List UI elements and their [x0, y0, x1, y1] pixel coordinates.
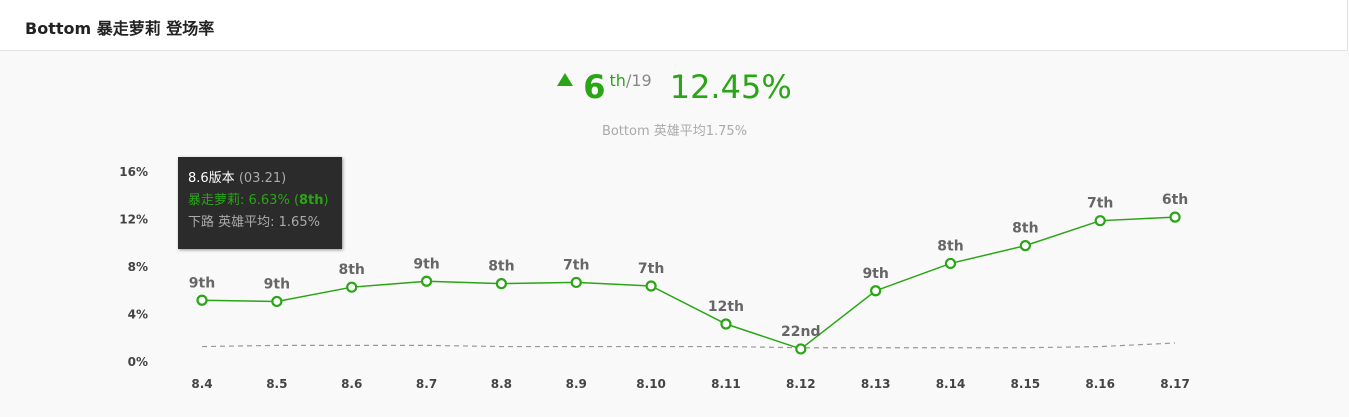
x-tick-label: 8.12 [786, 377, 816, 391]
data-point[interactable] [720, 318, 732, 330]
x-tick-label: 8.16 [1085, 377, 1115, 391]
panel-title: Bottom 暴走萝莉 登场率 [25, 19, 215, 38]
tooltip-series-close: ) [323, 193, 329, 208]
data-point[interactable] [495, 278, 507, 290]
point-rank-label: 12th [708, 299, 744, 315]
rank-summary: 6 th/19 12.45% [0, 68, 1349, 106]
data-point[interactable] [1169, 211, 1181, 223]
point-rank-label: 7th [1087, 196, 1113, 212]
series-line-average [201, 342, 1176, 349]
y-tick-label: 8% [128, 260, 148, 274]
x-tick-label: 8.10 [636, 377, 666, 391]
x-tick-label: 8.5 [266, 377, 287, 391]
x-tick-label: 8.7 [416, 377, 437, 391]
y-tick-label: 0% [128, 355, 148, 369]
point-rank-label: 7th [563, 257, 589, 273]
tooltip-series-label: 暴走萝莉: 6.63% ( [188, 193, 300, 208]
trend-up-icon [557, 73, 574, 86]
point-rank-label: 8th [1012, 221, 1038, 237]
y-tick-label: 4% [128, 308, 148, 322]
x-tick-label: 8.6 [341, 377, 362, 391]
data-point[interactable] [870, 285, 882, 297]
rank-number: 6 [583, 68, 606, 106]
point-rank-label: 6th [1162, 192, 1188, 208]
series-line-main [201, 216, 1176, 350]
data-point[interactable] [1094, 215, 1106, 227]
data-point[interactable] [1019, 240, 1031, 252]
point-rank-label: 8th [338, 262, 364, 278]
tooltip-series-rank: 8th [299, 193, 324, 208]
tooltip-date: (03.21) [238, 171, 287, 186]
data-point[interactable] [420, 275, 433, 287]
chart-tooltip: 8.6版本 (03.21) 暴走萝莉: 6.63% (8th) 下路 英雄平均:… [178, 157, 342, 249]
x-tick-label: 8.14 [936, 377, 966, 391]
x-tick-label: 8.9 [566, 377, 587, 391]
point-rank-label: 9th [264, 276, 290, 292]
data-point[interactable] [271, 295, 283, 308]
x-tick-label: 8.13 [861, 377, 891, 391]
point-rank-label: 9th [189, 275, 215, 291]
rank-suffix: th [609, 71, 626, 90]
panel-header: Bottom 暴走萝莉 登场率 [0, 0, 1348, 51]
pick-rate: 12.45% [669, 68, 792, 106]
data-point[interactable] [944, 257, 957, 270]
data-point[interactable] [196, 294, 208, 306]
point-rank-label: 8th [937, 238, 963, 254]
tooltip-version: 8.6版本 [188, 171, 235, 186]
average-rate: Bottom 英雄平均1.75% [601, 124, 748, 139]
y-tick-label: 16% [119, 165, 148, 179]
data-point[interactable] [570, 276, 582, 289]
y-tick-label: 12% [119, 213, 148, 227]
x-tick-label: 8.17 [1160, 377, 1190, 391]
rank-total: /19 [625, 71, 652, 90]
point-rank-label: 8th [488, 259, 514, 275]
data-point[interactable] [346, 281, 358, 293]
point-rank-label: 9th [862, 266, 888, 282]
x-tick-label: 8.4 [191, 377, 212, 391]
x-tick-label: 8.8 [491, 377, 512, 391]
x-tick-label: 8.15 [1011, 377, 1041, 391]
data-point[interactable] [645, 280, 657, 292]
point-rank-label: 22nd [781, 324, 820, 340]
x-tick-label: 8.11 [711, 377, 741, 391]
tooltip-average: 下路 英雄平均: 1.65% [188, 215, 320, 230]
data-point[interactable] [795, 343, 807, 355]
point-rank-label: 7th [638, 261, 664, 277]
point-rank-label: 9th [413, 256, 439, 272]
